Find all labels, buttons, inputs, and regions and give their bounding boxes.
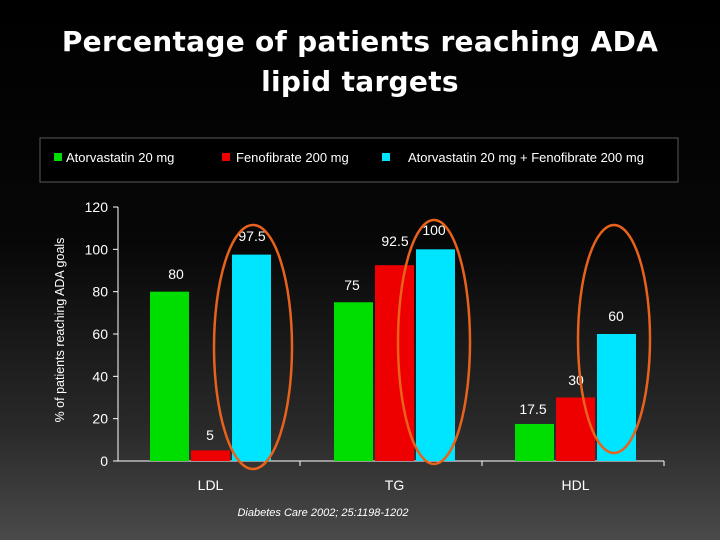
bar-hdl-series-1 bbox=[515, 423, 554, 461]
legend-label-1: Atorvastatin 20 mg bbox=[66, 150, 174, 165]
bar-ldl-series-3 bbox=[232, 254, 271, 461]
y-tick-label: 0 bbox=[100, 453, 108, 469]
legend-box bbox=[39, 137, 679, 183]
y-tick-label: 120 bbox=[85, 199, 109, 215]
data-label-ldl-series-3: 97.5 bbox=[238, 228, 265, 244]
data-label-tg-series-2: 92.5 bbox=[381, 233, 408, 249]
data-label-tg-series-1: 75 bbox=[344, 277, 360, 293]
bar-tg-series-1 bbox=[334, 302, 373, 461]
data-label-hdl-series-3: 60 bbox=[608, 308, 624, 324]
highlight-ellipse-ldl bbox=[212, 223, 294, 471]
y-tick-label: 40 bbox=[92, 368, 108, 384]
bar-tg-series-3 bbox=[416, 249, 455, 461]
y-tick-label: 60 bbox=[92, 326, 108, 342]
category-label-tg: TG bbox=[385, 477, 404, 493]
bar-tg-series-2 bbox=[375, 265, 414, 461]
chart-legend: Atorvastatin 20 mg Fenofibrate 200 mg Ator… bbox=[39, 137, 679, 183]
y-tick-label: 20 bbox=[92, 411, 108, 427]
category-label-hdl: HDL bbox=[561, 477, 589, 493]
bar-ldl-series-2 bbox=[191, 450, 230, 461]
y-axis: 0 20 40 60 80 100 120 bbox=[85, 199, 119, 469]
x-axis: LDL TG HDL bbox=[118, 460, 665, 493]
bar-ldl-series-1 bbox=[150, 291, 189, 461]
slide-title-line-1: Percentage of patients reaching ADA bbox=[61, 25, 659, 58]
legend-label-2: Fenofibrate 200 mg bbox=[236, 150, 349, 165]
highlight-ellipse-hdl bbox=[576, 223, 652, 455]
data-label-ldl-series-1: 80 bbox=[168, 266, 184, 282]
source-citation: Diabetes Care 2002; 25:1198-1202 bbox=[237, 507, 408, 519]
legend-swatch-1 bbox=[54, 153, 62, 161]
legend-swatch-2 bbox=[222, 153, 230, 161]
bars-group bbox=[150, 249, 636, 461]
data-label-hdl-series-1: 17.5 bbox=[519, 401, 546, 417]
category-label-ldl: LDL bbox=[198, 477, 224, 493]
bar-hdl-series-2 bbox=[556, 397, 595, 461]
y-axis-title: % of patients reaching ADA goals bbox=[53, 238, 67, 423]
y-tick-label: 100 bbox=[85, 241, 109, 257]
y-tick-label: 80 bbox=[92, 284, 108, 300]
highlight-ellipses bbox=[212, 218, 652, 471]
slide-title: Percentage of patients reaching ADA lipi… bbox=[0, 22, 720, 102]
slide-title-line-2: lipid targets bbox=[261, 65, 459, 98]
legend-label-3: Atorvastatin 20 mg + Fenofibrate 200 mg bbox=[408, 150, 644, 165]
highlight-ellipse-tg bbox=[396, 218, 472, 466]
data-label-ldl-series-2: 5 bbox=[206, 427, 214, 443]
legend-swatch-3 bbox=[382, 153, 390, 161]
data-label-tg-series-3: 100 bbox=[422, 222, 446, 238]
